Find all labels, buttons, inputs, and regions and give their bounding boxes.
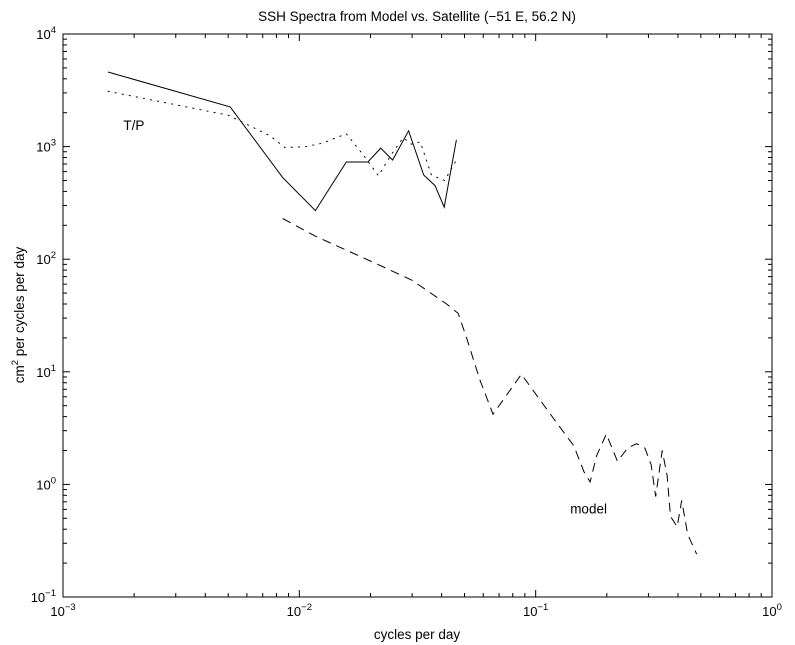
y-axis-label-exponent: 2 (10, 360, 21, 365)
series-line-dashed (282, 218, 698, 555)
x-tick-label: 100 (762, 602, 782, 619)
x-axis-label: cycles per day (374, 627, 461, 642)
series-line-dotted (107, 90, 457, 182)
axis-ticks: 10−3 10−2 10−1 100 10−1 100 101 102 103 104 (31, 25, 782, 619)
y-tick-label: 104 (36, 25, 56, 42)
y-tick-label: 100 (36, 475, 56, 492)
y-tick-label: 102 (36, 250, 56, 267)
y-tick-label: 10−1 (31, 588, 56, 605)
x-tick-label: 10−1 (523, 602, 548, 619)
series-line-solid (107, 71, 457, 212)
chart-title: SSH Spectra from Model vs. Satellite (−5… (258, 9, 576, 24)
y-axis-label: cm2 per cycles per day (10, 246, 27, 383)
y-axis-label-rest: per cycles per day (12, 246, 27, 360)
x-tick-label: 10−2 (287, 602, 312, 619)
annotation-tp: T/P (123, 118, 144, 133)
y-tick-label: 101 (36, 363, 56, 380)
y-axis-label-base: cm (12, 365, 27, 383)
labels: SSH Spectra from Model vs. Satellite (−5… (10, 9, 607, 642)
x-tick-label: 10−3 (50, 602, 75, 619)
y-tick-label: 103 (36, 138, 56, 155)
series-group (107, 71, 698, 555)
plot-frame (62, 33, 773, 598)
annotation-model: model (570, 502, 607, 517)
